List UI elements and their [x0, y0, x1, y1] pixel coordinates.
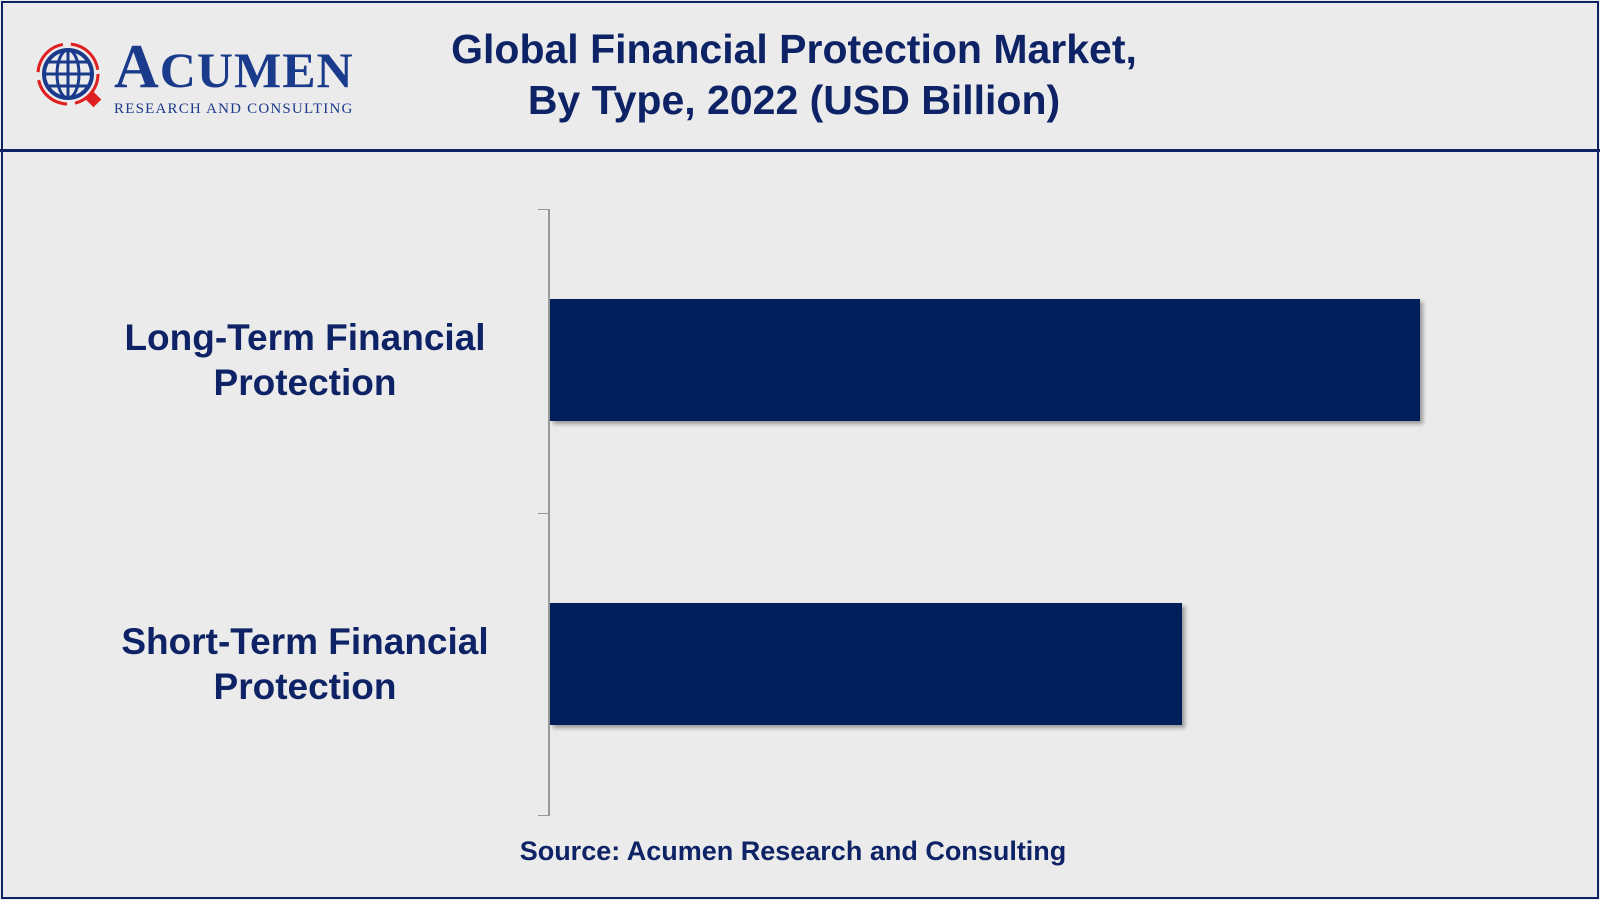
title-line-1: Global Financial Protection Market, — [451, 26, 1137, 72]
logo-tagline: RESEARCH AND CONSULTING — [114, 101, 354, 117]
chart-title: Global Financial Protection Market, By T… — [394, 24, 1194, 126]
label-line: Protection — [213, 666, 397, 707]
bar-short-term — [550, 603, 1182, 725]
label-line: Short-Term Financial — [121, 621, 489, 662]
title-line-2: By Type, 2022 (USD Billion) — [527, 77, 1061, 123]
globe-icon — [36, 42, 102, 108]
acumen-logo: ACUMEN RESEARCH AND CONSULTING — [32, 34, 362, 118]
category-label-short-term: Short-Term Financial Protection — [95, 619, 515, 709]
y-axis-tick — [538, 513, 549, 514]
bar-long-term — [550, 299, 1420, 421]
label-line: Long-Term Financial — [124, 317, 486, 358]
category-label-long-term: Long-Term Financial Protection — [95, 315, 515, 405]
header-divider — [0, 149, 1600, 152]
y-axis-tick — [538, 209, 549, 210]
y-axis — [548, 209, 550, 816]
logo-wordmark: ACUMEN — [114, 33, 354, 101]
y-axis-tick — [538, 815, 549, 816]
source-note: Source: Acumen Research and Consulting — [519, 836, 1067, 866]
label-line: Protection — [213, 362, 397, 403]
